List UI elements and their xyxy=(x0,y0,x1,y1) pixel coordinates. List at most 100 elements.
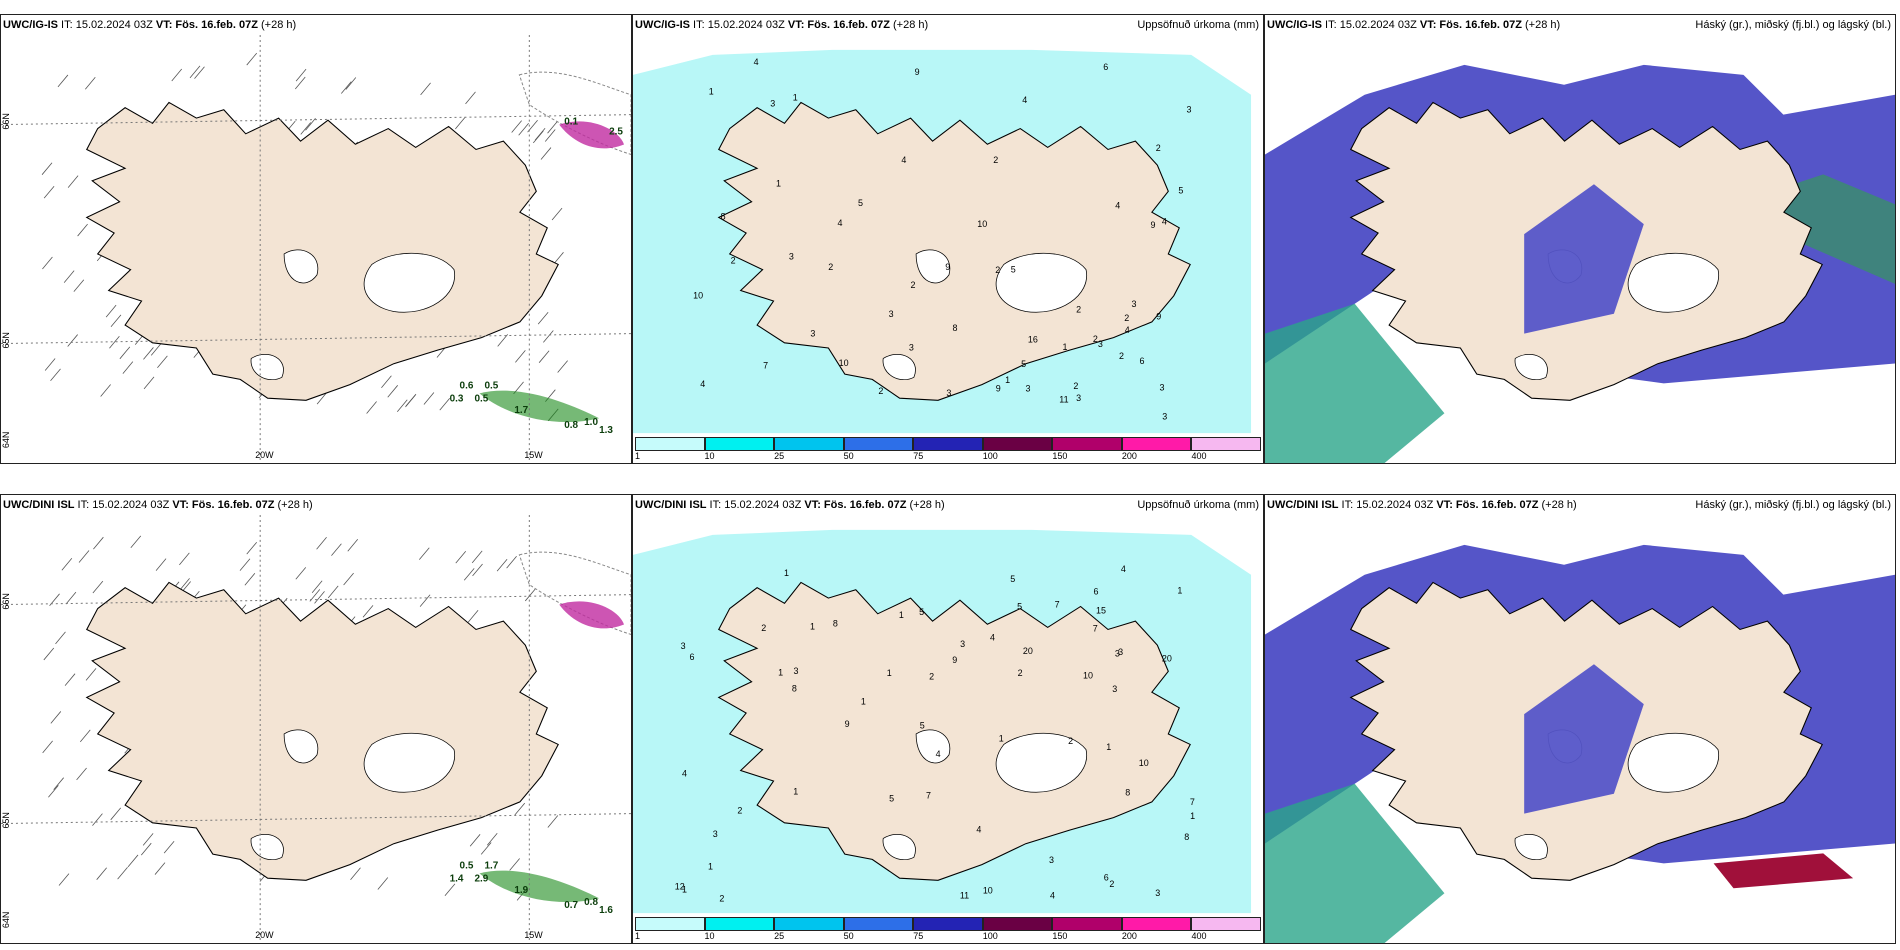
colorbar-label: 400 xyxy=(1191,931,1207,941)
station-value-label: 3 xyxy=(1155,888,1160,898)
station-value-label: 16 xyxy=(1028,335,1038,345)
precip-value-label: 1.7 xyxy=(514,405,528,416)
longitude-tick: 20W xyxy=(255,450,274,460)
wind-barb xyxy=(57,74,69,88)
longitude-tick: 15W xyxy=(524,930,543,940)
wind-barb xyxy=(44,358,56,371)
wind-barb xyxy=(537,311,549,325)
wind-barb xyxy=(345,77,357,90)
wind-barb xyxy=(377,877,389,890)
map-area xyxy=(1265,35,1895,463)
wind-barb xyxy=(48,785,59,798)
valid-time: VT: Fös. 16.feb. 07Z xyxy=(787,19,890,31)
iceland-land xyxy=(717,581,1191,881)
station-value-label: 3 xyxy=(1115,649,1120,659)
colorbar-swatch xyxy=(1121,437,1192,451)
wind-barb xyxy=(42,740,53,754)
precip-value-label: 2.5 xyxy=(609,127,623,138)
station-value-label: 12 xyxy=(675,881,685,891)
clear-sky-area xyxy=(1265,515,1895,635)
init-time: IT: 15.02.2024 03Z xyxy=(74,499,173,511)
wind-barb xyxy=(362,605,374,618)
snow-hatch-area xyxy=(518,551,631,635)
wind-barb xyxy=(381,375,392,388)
colorbar-swatch xyxy=(1191,437,1261,451)
precip-value-label: 0.3 xyxy=(450,393,464,404)
glacier xyxy=(995,252,1087,313)
green-precip-area xyxy=(479,870,600,903)
glacier xyxy=(915,729,951,764)
station-value-label: 1 xyxy=(793,93,798,103)
cloud-map-dini: UWC/DINI ISL IT: 15.02.2024 03Z VT: Fös.… xyxy=(1264,494,1896,944)
longitude-tick: 20W xyxy=(255,930,274,940)
map-header: UWC/DINI ISL IT: 15.02.2024 03Z VT: Fös.… xyxy=(1,495,631,515)
valid-time: VT: Fös. 16.feb. 07Z xyxy=(804,499,907,511)
map-area: 4 2 2 1 3 3 2 5 5 4 3 9 9 10 16 8 9 10 6 3 2 3 2 2 3 4 7 4 3 5 9 10 4 1 1 2… xyxy=(633,35,1263,463)
iceland-land xyxy=(85,101,559,401)
wind-barb xyxy=(467,609,479,623)
station-value-label: 1 xyxy=(682,884,687,894)
wind-barb xyxy=(154,862,166,875)
model-name: UWC/IG-IS xyxy=(3,19,58,31)
map-header: UWC/DINI ISL IT: 15.02.2024 03Z VT: Fös.… xyxy=(633,495,1263,515)
glacier xyxy=(363,732,455,793)
low-cloud-over-land xyxy=(1524,184,1644,334)
station-value-label: 9 xyxy=(1156,311,1161,321)
wind-barb xyxy=(311,580,323,593)
station-value-label: 2 xyxy=(993,155,998,165)
colorbar-swatch xyxy=(704,917,775,931)
precip-value-label: 0.5 xyxy=(474,393,488,404)
wind-barb xyxy=(67,175,79,188)
station-value-label: 4 xyxy=(901,155,906,165)
wind-barb xyxy=(316,537,327,550)
station-value-label: 2 xyxy=(737,806,742,816)
station-value-label: 4 xyxy=(838,218,843,228)
station-value-label: 2 xyxy=(1068,736,1073,746)
map-area: 1 1 1 1 1 4 8 11 3 4 3 2 2 1 5 4 7 7 6 8 8 10 20 20 15 12 3 4 1 2 1 5 8 2… xyxy=(633,515,1263,943)
wind-barb xyxy=(78,550,90,563)
convective-cloud-area xyxy=(1713,853,1854,889)
wind-barb xyxy=(300,122,312,135)
valid-time: VT: Fös. 16.feb. 07Z xyxy=(155,19,258,31)
wind-barb xyxy=(509,858,520,871)
station-value-label: 3 xyxy=(810,329,815,339)
map-header: UWC/IG-IS IT: 15.02.2024 03Z VT: Fös. 16… xyxy=(1265,15,1895,35)
station-value-label: 4 xyxy=(1121,564,1126,574)
station-value-label: 4 xyxy=(1050,891,1055,901)
wind-barb xyxy=(553,252,564,265)
wind-barb xyxy=(444,883,456,897)
wind-barb xyxy=(58,873,70,886)
station-value-label: 3 xyxy=(1162,411,1167,421)
colorbar-swatch xyxy=(982,917,1053,931)
station-value-label: 1 xyxy=(793,787,798,797)
wind-barb xyxy=(294,76,306,90)
clear-sky-area xyxy=(1265,35,1895,155)
station-value-label: 1 xyxy=(778,667,783,677)
wind-barb xyxy=(76,767,87,781)
station-value-label: 2 xyxy=(1076,305,1081,315)
station-value-label: 8 xyxy=(1184,832,1189,842)
wind-barb xyxy=(331,543,342,556)
accum-precip-map-igis: UWC/IG-IS IT: 15.02.2024 03Z VT: Fös. 16… xyxy=(632,14,1264,464)
station-value-label: 1 xyxy=(708,862,713,872)
wind-barb xyxy=(194,66,205,79)
wind-barb xyxy=(50,368,61,382)
wind-barb xyxy=(63,270,75,283)
parallel-line xyxy=(1,813,631,825)
station-value-label: 1 xyxy=(1190,811,1195,821)
green-precip-area xyxy=(479,390,600,423)
precip-colorbar: 1 10 25 50 75 100 150 200 400 xyxy=(635,437,1261,461)
lead-time: (+28 h) xyxy=(1521,19,1561,31)
colorbar-swatch xyxy=(774,437,844,451)
wind-barb xyxy=(246,541,258,555)
wind-barb xyxy=(157,355,168,369)
colorbar-label: 200 xyxy=(1121,451,1137,461)
lead-time: (+28 h) xyxy=(1538,499,1577,511)
parallel-line xyxy=(1,594,631,606)
lead-time: (+28 h) xyxy=(906,499,945,511)
station-value-label: 4 xyxy=(990,633,995,643)
latitude-tick: 64N xyxy=(1,432,11,448)
wind-barb xyxy=(439,397,451,411)
station-value-label: 2 xyxy=(731,255,736,265)
station-value-label: 20 xyxy=(1023,646,1033,656)
